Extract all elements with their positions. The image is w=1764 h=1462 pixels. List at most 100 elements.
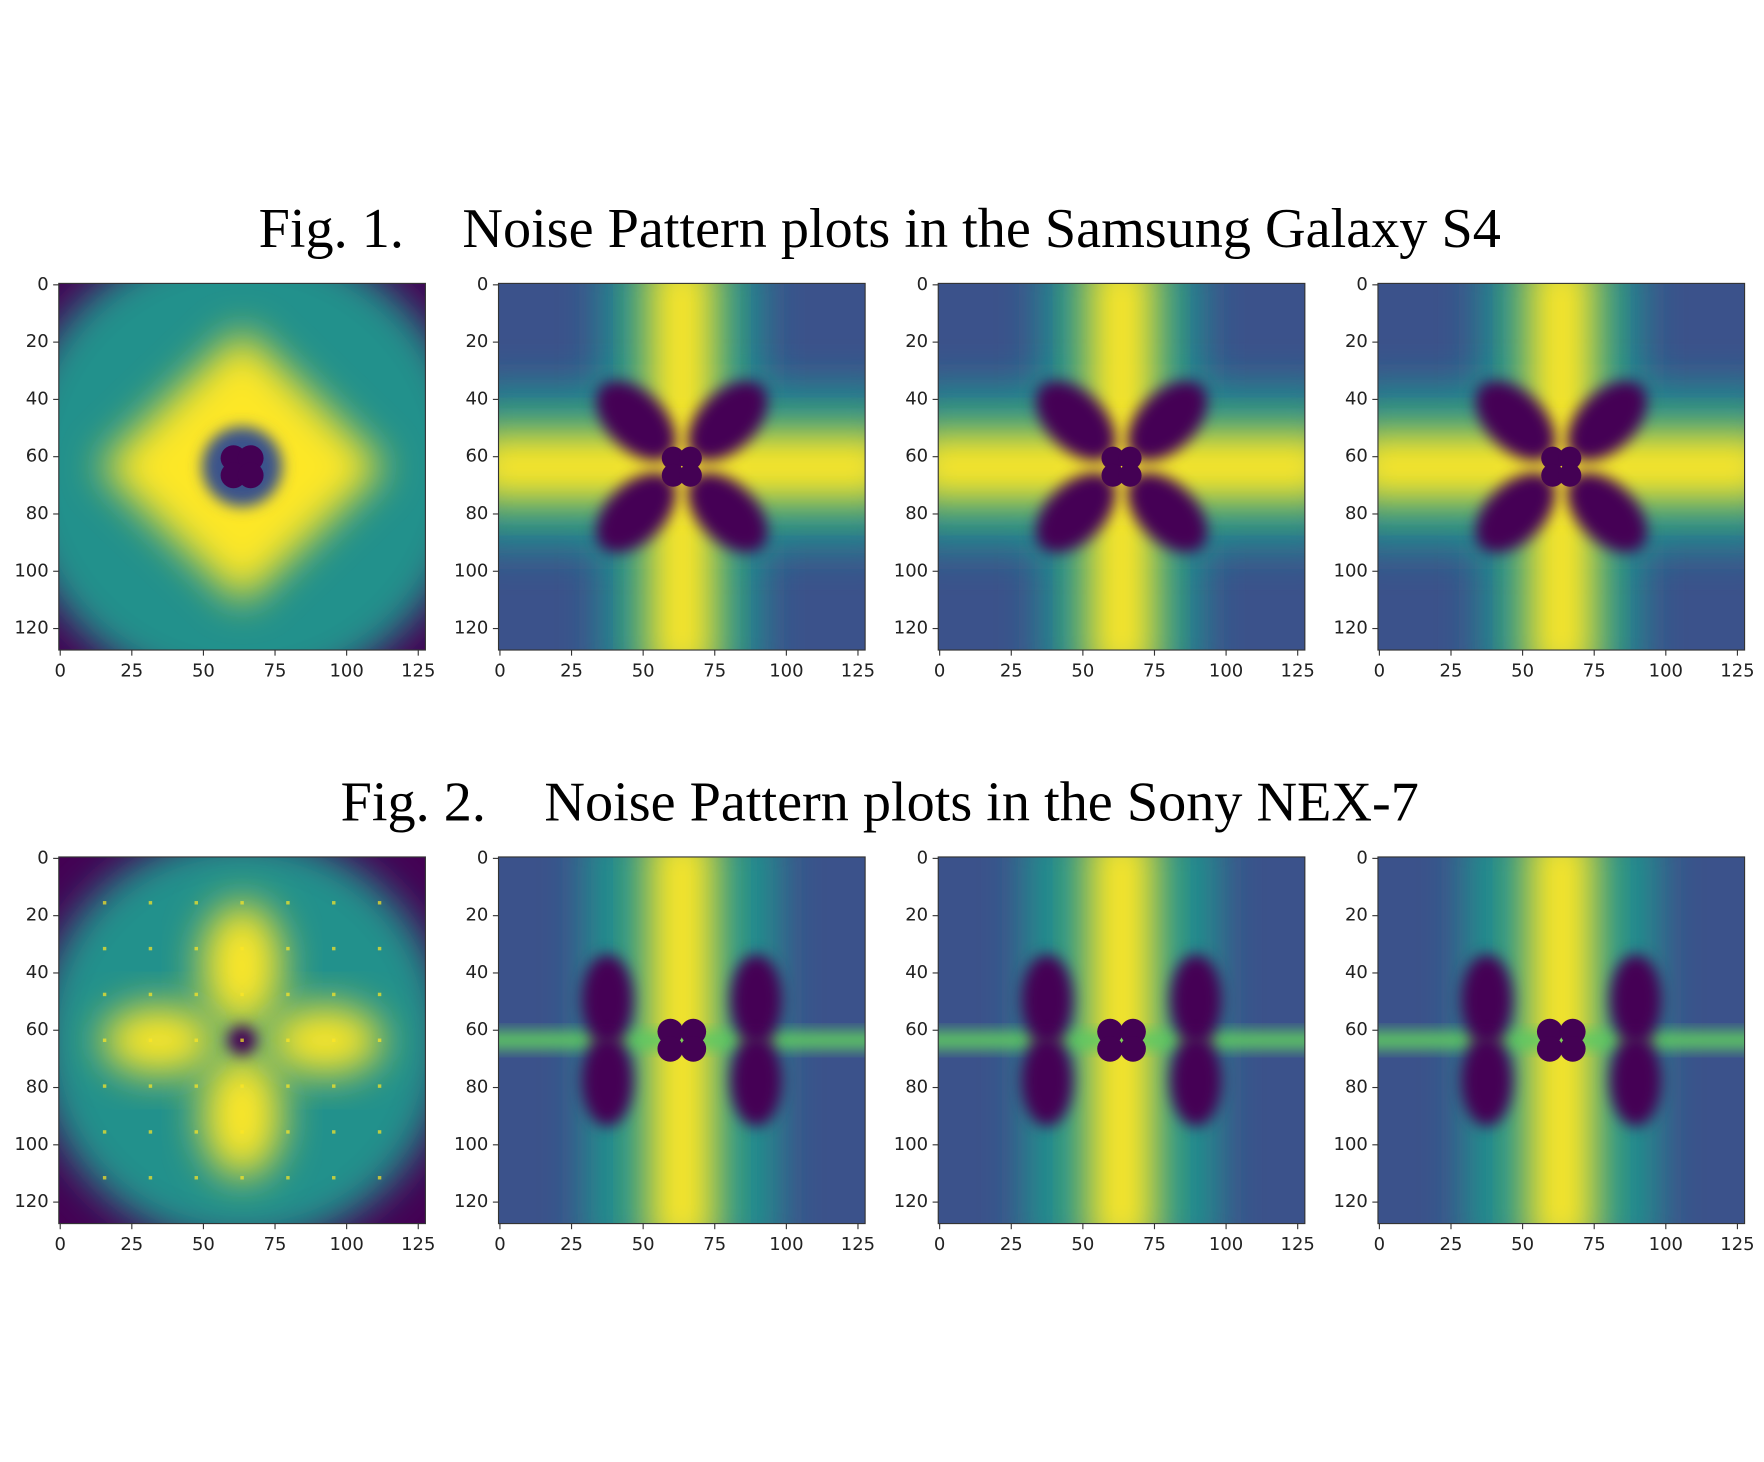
y-tick-label: 60 [1345, 1019, 1368, 1040]
x-tick-label: 75 [1143, 1234, 1166, 1255]
x-tick-label: 25 [120, 660, 143, 681]
x-tick-label: 100 [769, 1234, 803, 1255]
y-tick-label: 40 [905, 388, 928, 409]
x-tick-label: 125 [401, 660, 435, 681]
y-tick-label: 60 [1345, 446, 1368, 467]
y-tick-label: 100 [14, 560, 48, 581]
x-tick-label: 25 [560, 1234, 583, 1255]
heatmap-panel: 0 25 50 75 100 125 0 20 40 60 80 100 120 [1334, 274, 1755, 682]
x-tick-label: 125 [841, 1234, 875, 1255]
y-tick-label: 80 [465, 1077, 488, 1098]
x-tick-label: 100 [1209, 660, 1243, 681]
x-tick-label: 100 [329, 1234, 363, 1255]
heatmap-panel: 0 25 50 75 100 125 0 20 40 60 80 100 120 [894, 274, 1315, 682]
x-tick-label: 50 [192, 660, 215, 681]
x-tick-label: 0 [54, 660, 65, 681]
heatmap-panel: 0 25 50 75 100 125 0 20 40 60 80 100 120 [14, 847, 435, 1255]
x-tick-label: 25 [560, 660, 583, 681]
x-tick-label: 75 [264, 660, 287, 681]
x-tick-label: 25 [1440, 660, 1463, 681]
y-tick-label: 20 [905, 331, 928, 352]
y-tick-label: 0 [477, 847, 488, 868]
x-tick-label: 125 [1281, 1234, 1315, 1255]
y-tick-label: 100 [894, 560, 928, 581]
x-tick-label: 125 [401, 1234, 435, 1255]
x-tick-label: 125 [1720, 1234, 1754, 1255]
y-tick-label: 40 [465, 962, 488, 983]
y-tick-label: 20 [1345, 331, 1368, 352]
plot-frame [1377, 282, 1746, 651]
figure-caption: Fig. 2. Noise Pattern plots in the Sony N… [341, 771, 1419, 833]
y-tick-label: 20 [465, 905, 488, 926]
heatmap-panel: 0 25 50 75 100 125 0 20 40 60 80 100 120 [14, 274, 435, 682]
y-tick-label: 60 [465, 1019, 488, 1040]
y-tick-label: 20 [905, 905, 928, 926]
x-tick-label: 25 [1000, 1234, 1023, 1255]
figure-caption: Fig. 1. Noise Pattern plots in the Samsun… [259, 198, 1501, 260]
y-tick-label: 20 [26, 905, 49, 926]
y-tick-label: 80 [1345, 503, 1368, 524]
y-tick-label: 20 [1345, 905, 1368, 926]
y-tick-label: 60 [905, 1019, 928, 1040]
x-tick-label: 50 [632, 660, 655, 681]
x-tick-label: 50 [1511, 660, 1534, 681]
plot-frame [1377, 856, 1746, 1225]
y-tick-label: 40 [26, 388, 49, 409]
caption-text: Noise Pattern plots in the Sony NEX-7 [544, 771, 1418, 833]
plot-frame [58, 282, 426, 651]
y-tick-label: 80 [905, 503, 928, 524]
plot-frame [937, 282, 1306, 651]
y-tick-label: 120 [894, 618, 928, 639]
y-tick-label: 20 [26, 331, 49, 352]
y-tick-label: 60 [905, 446, 928, 467]
y-tick-label: 80 [465, 503, 488, 524]
y-tick-label: 100 [14, 1134, 48, 1155]
heatmap-image [58, 283, 426, 651]
y-tick-label: 0 [37, 274, 48, 295]
y-tick-label: 60 [465, 446, 488, 467]
x-tick-label: 0 [1374, 1234, 1385, 1255]
x-tick-label: 75 [264, 1234, 287, 1255]
heatmap-panel: 0 25 50 75 100 125 0 20 40 60 80 100 120 [1334, 847, 1755, 1255]
y-tick-label: 100 [1334, 560, 1368, 581]
heatmap-panel: 0 25 50 75 100 125 0 20 40 60 80 100 120 [894, 847, 1315, 1255]
x-tick-label: 50 [632, 1234, 655, 1255]
y-tick-label: 40 [1345, 388, 1368, 409]
plot-frame [937, 856, 1306, 1225]
x-tick-label: 100 [1209, 1234, 1243, 1255]
x-tick-label: 25 [1440, 1234, 1463, 1255]
x-tick-label: 50 [1071, 1234, 1094, 1255]
y-tick-label: 0 [1356, 274, 1367, 295]
y-tick-label: 0 [917, 847, 928, 868]
caption-label: Fig. 1. [259, 198, 404, 260]
heatmap-image [938, 283, 1305, 651]
x-tick-label: 125 [1720, 660, 1754, 681]
x-tick-label: 125 [1281, 660, 1315, 681]
heatmap-image [498, 856, 866, 1224]
y-tick-label: 40 [1345, 962, 1368, 983]
x-tick-label: 75 [703, 1234, 726, 1255]
y-tick-label: 20 [465, 331, 488, 352]
y-tick-label: 120 [14, 618, 48, 639]
x-tick-label: 0 [934, 660, 945, 681]
x-tick-label: 0 [494, 1234, 505, 1255]
y-tick-label: 60 [26, 1019, 49, 1040]
x-tick-label: 100 [769, 660, 803, 681]
x-tick-label: 100 [1649, 1234, 1683, 1255]
y-tick-label: 120 [454, 1191, 488, 1212]
x-tick-label: 0 [1374, 660, 1385, 681]
y-tick-label: 40 [26, 962, 49, 983]
plot-frame [497, 856, 866, 1225]
y-tick-label: 80 [905, 1077, 928, 1098]
y-tick-label: 40 [465, 388, 488, 409]
heatmap-image [498, 283, 866, 651]
x-tick-label: 100 [1649, 660, 1683, 681]
y-tick-label: 120 [14, 1191, 48, 1212]
x-tick-label: 50 [1511, 1234, 1534, 1255]
y-tick-label: 80 [26, 503, 49, 524]
heatmap-panel: 0 25 50 75 100 125 0 20 40 60 80 100 120 [454, 274, 875, 682]
y-tick-label: 0 [477, 274, 488, 295]
x-tick-label: 0 [54, 1234, 65, 1255]
x-tick-label: 0 [934, 1234, 945, 1255]
